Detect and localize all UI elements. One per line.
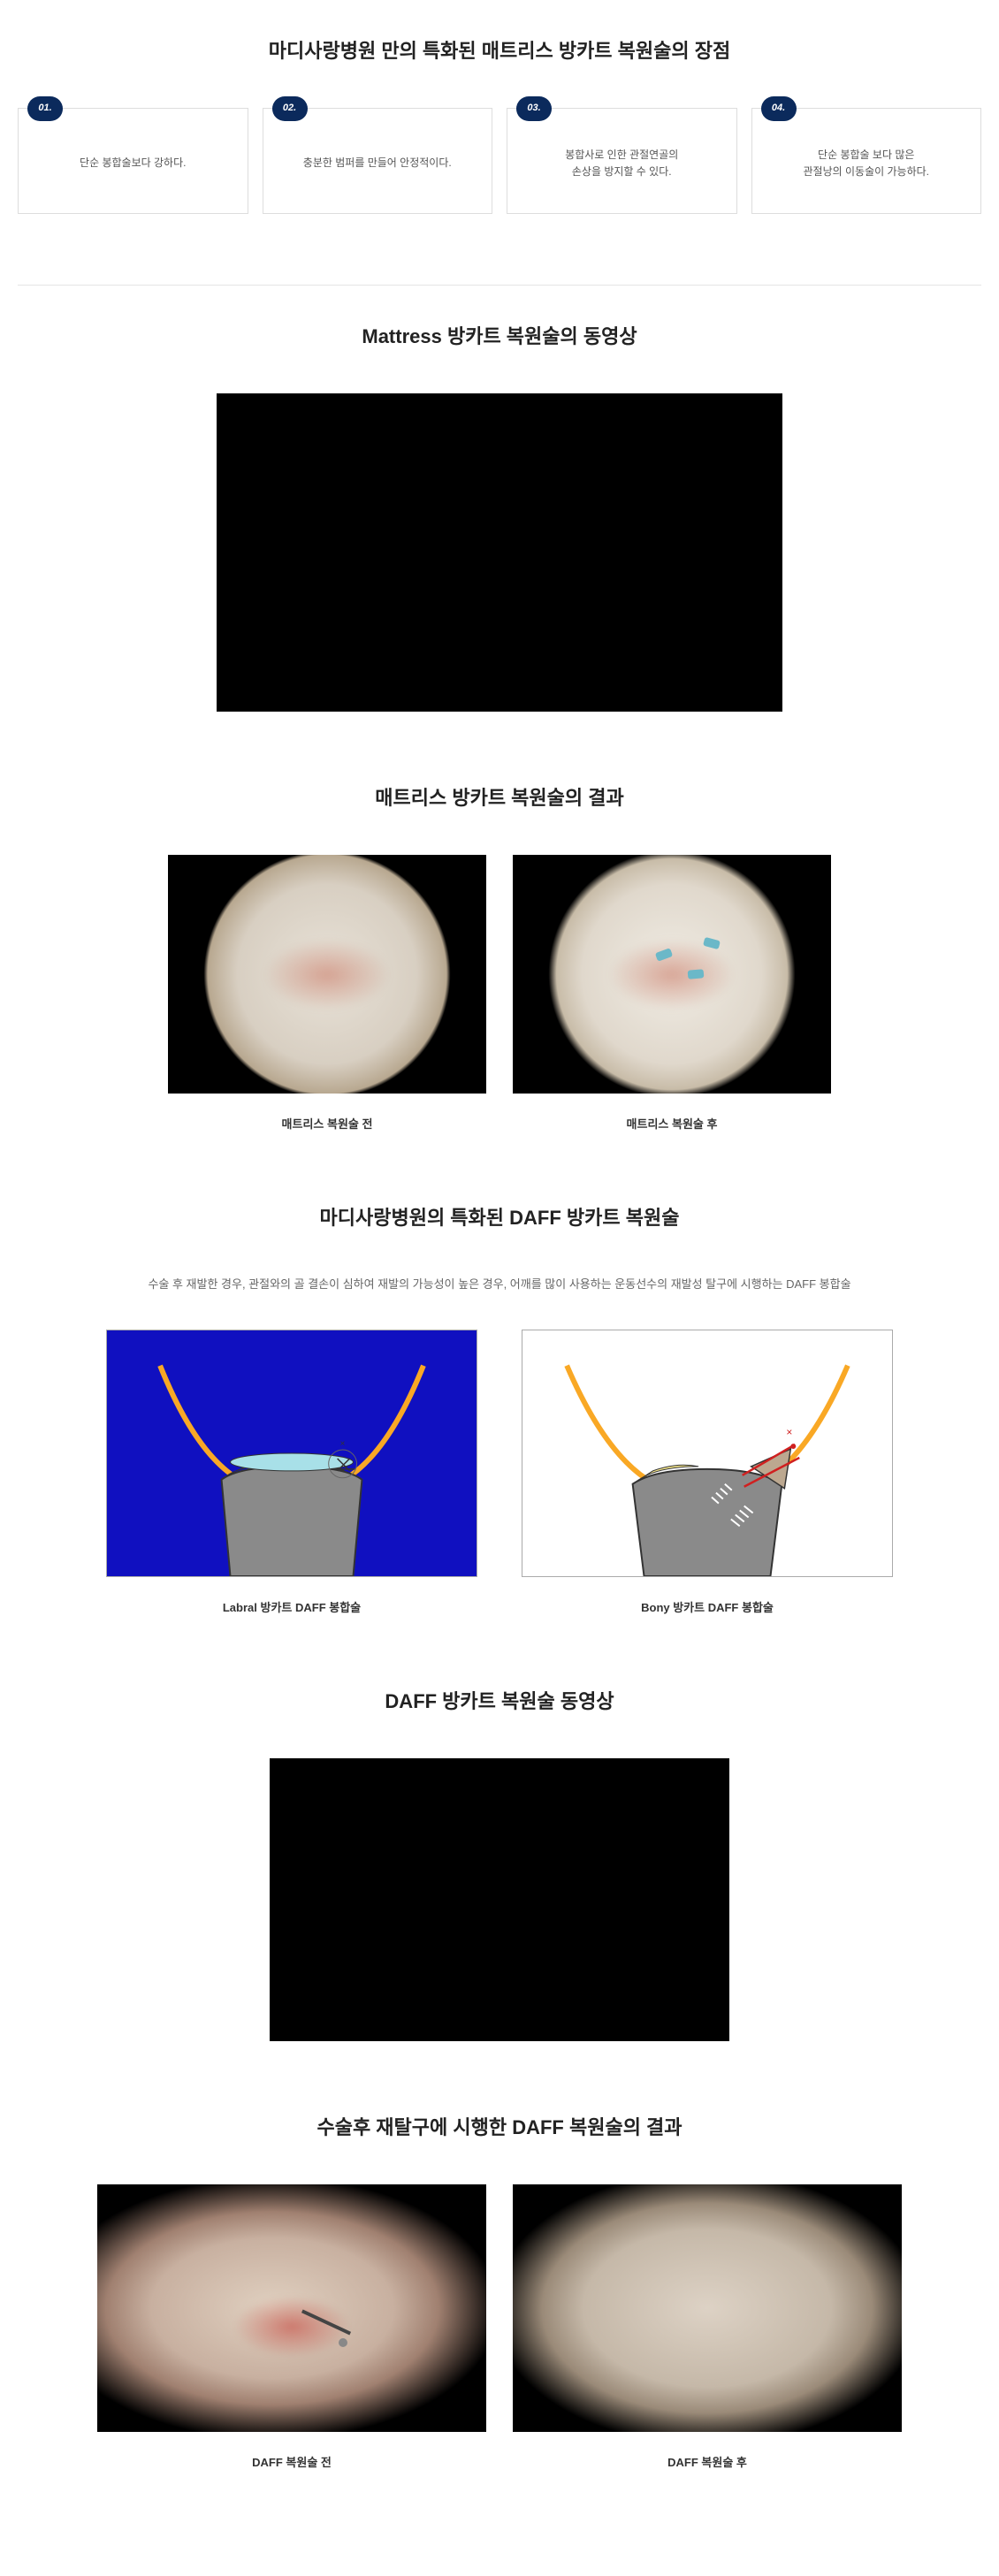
advantage-card: 03. 봉합사로 인한 관절연골의 손상을 방지할 수 있다.	[507, 108, 737, 214]
caption: DAFF 복원술 전	[97, 2453, 486, 2470]
advantage-card: 01. 단순 봉합술보다 강하다.	[18, 108, 248, 214]
mattress-after-image	[513, 855, 831, 1094]
badge-04: 04.	[761, 96, 797, 121]
advantages-row: 01. 단순 봉합술보다 강하다. 02. 충분한 범퍼를 만들어 안정적이다.…	[0, 108, 999, 214]
caption: 매트리스 복원술 후	[513, 1115, 831, 1132]
section-daff-intro: 마디사랑병원의 특화된 DAFF 방카트 복원술 수술 후 재발한 경우, 관절…	[0, 1202, 999, 1615]
labral-diagram: ×	[106, 1330, 477, 1577]
diagram-item: × Labral 방카트 DAFF 봉합술	[106, 1330, 477, 1615]
badge-01: 01.	[27, 96, 63, 121]
labral-svg: ×	[107, 1330, 477, 1576]
result-item: DAFF 복원술 후	[513, 2184, 902, 2470]
caption: Bony 방카트 DAFF 봉합술	[522, 1598, 893, 1615]
advantage-text: 단순 봉합술 보다 많은 관절낭의 이동술이 가능하다.	[804, 147, 929, 180]
advantage-text: 단순 봉합술보다 강하다.	[80, 155, 186, 171]
mattress-video-title: Mattress 방카트 복원술의 동영상	[0, 321, 999, 349]
section-mattress-result: 매트리스 방카트 복원술의 결과 매트리스 복원술 전 매트리스 복원술	[0, 782, 999, 1132]
section-daff-result: 수술후 재탈구에 시행한 DAFF 복원술의 결과 DAFF 복원술 전	[0, 2112, 999, 2470]
daff-result-title: 수술후 재탈구에 시행한 DAFF 복원술의 결과	[0, 2112, 999, 2140]
advantage-text: 충분한 범퍼를 만들어 안정적이다.	[303, 155, 452, 171]
daff-before-image	[97, 2184, 486, 2432]
daff-result-images: DAFF 복원술 전 DAFF 복원술 후	[0, 2184, 999, 2470]
bony-svg: ×	[522, 1330, 892, 1576]
mattress-video-player[interactable]	[217, 393, 782, 712]
divider	[18, 285, 981, 286]
badge-03: 03.	[516, 96, 552, 121]
daff-after-image	[513, 2184, 902, 2432]
advantages-title: 마디사랑병원 만의 특화된 매트리스 방카트 복원술의 장점	[0, 35, 999, 64]
caption: Labral 방카트 DAFF 봉합술	[106, 1598, 477, 1615]
caption: 매트리스 복원술 전	[168, 1115, 486, 1132]
advantage-text: 봉합사로 인한 관절연골의 손상을 방지할 수 있다.	[565, 147, 678, 180]
section-mattress-video: Mattress 방카트 복원술의 동영상	[0, 321, 999, 712]
daff-description: 수술 후 재발한 경우, 관절와의 골 결손이 심하여 재발의 가능성이 높은 …	[0, 1275, 999, 1294]
page-container: 마디사랑병원 만의 특화된 매트리스 방카트 복원술의 장점 01. 단순 봉합…	[0, 0, 999, 2576]
result-item: 매트리스 복원술 후	[513, 855, 831, 1132]
svg-text:×: ×	[340, 1439, 346, 1449]
mattress-result-title: 매트리스 방카트 복원술의 결과	[0, 782, 999, 811]
daff-title: 마디사랑병원의 특화된 DAFF 방카트 복원술	[0, 1202, 999, 1231]
daff-video-title: DAFF 방카트 복원술 동영상	[0, 1686, 999, 1714]
caption: DAFF 복원술 후	[513, 2453, 902, 2470]
daff-diagrams: × Labral 방카트 DAFF 봉합술	[0, 1330, 999, 1615]
svg-text:×: ×	[786, 1426, 792, 1438]
mattress-result-images: 매트리스 복원술 전 매트리스 복원술 후	[0, 855, 999, 1132]
diagram-item: × Bony 방카트 DAFF 봉합술	[522, 1330, 893, 1615]
bony-diagram: ×	[522, 1330, 893, 1577]
section-advantages: 마디사랑병원 만의 특화된 매트리스 방카트 복원술의 장점 01. 단순 봉합…	[0, 35, 999, 214]
advantage-card: 04. 단순 봉합술 보다 많은 관절낭의 이동술이 가능하다.	[751, 108, 982, 214]
badge-02: 02.	[272, 96, 308, 121]
mattress-before-image	[168, 855, 486, 1094]
daff-video-player[interactable]	[270, 1758, 729, 2041]
advantage-card: 02. 충분한 범퍼를 만들어 안정적이다.	[263, 108, 493, 214]
section-daff-video: DAFF 방카트 복원술 동영상	[0, 1686, 999, 2041]
result-item: DAFF 복원술 전	[97, 2184, 486, 2470]
result-item: 매트리스 복원술 전	[168, 855, 486, 1132]
